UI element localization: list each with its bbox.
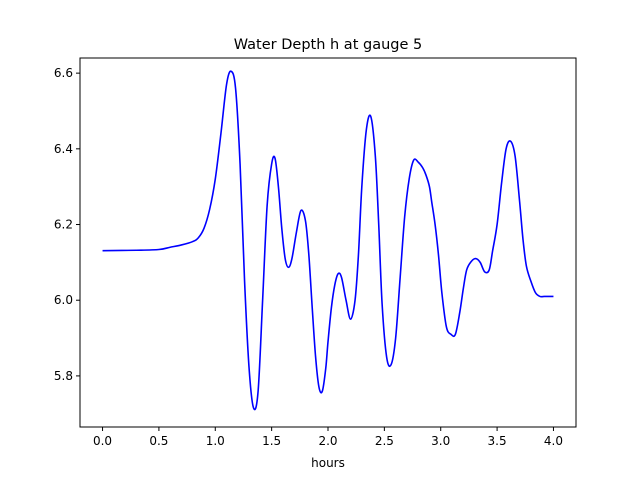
x-tick-label: 4.0 xyxy=(544,434,563,448)
x-tick-label: 2.0 xyxy=(318,434,337,448)
x-axis-label: hours xyxy=(311,456,345,470)
x-tick-label: 0.0 xyxy=(93,434,112,448)
x-tick-label: 3.5 xyxy=(488,434,507,448)
x-tick-label: 3.0 xyxy=(431,434,450,448)
y-tick-label: 6.2 xyxy=(54,218,73,232)
chart-title: Water Depth h at gauge 5 xyxy=(234,37,422,53)
axis-ticks: 0.0 0.5 1.0 1.5 2.0 2.5 3.0 3.5 4.0 5.8 6.0 6.2 6.4 6… xyxy=(54,66,563,448)
x-tick-label: 0.5 xyxy=(149,434,168,448)
y-tick-label: 5.8 xyxy=(54,369,73,383)
plot-area xyxy=(102,70,554,411)
x-tick-label: 1.0 xyxy=(206,434,225,448)
y-tick-label: 6.4 xyxy=(54,142,73,156)
y-tick-label: 6.6 xyxy=(54,66,73,80)
series-line xyxy=(102,70,554,411)
x-tick-label: 2.5 xyxy=(375,434,394,448)
x-tick-label: 1.5 xyxy=(262,434,281,448)
y-tick-label: 6.0 xyxy=(54,293,73,307)
axes-frame xyxy=(79,57,577,428)
